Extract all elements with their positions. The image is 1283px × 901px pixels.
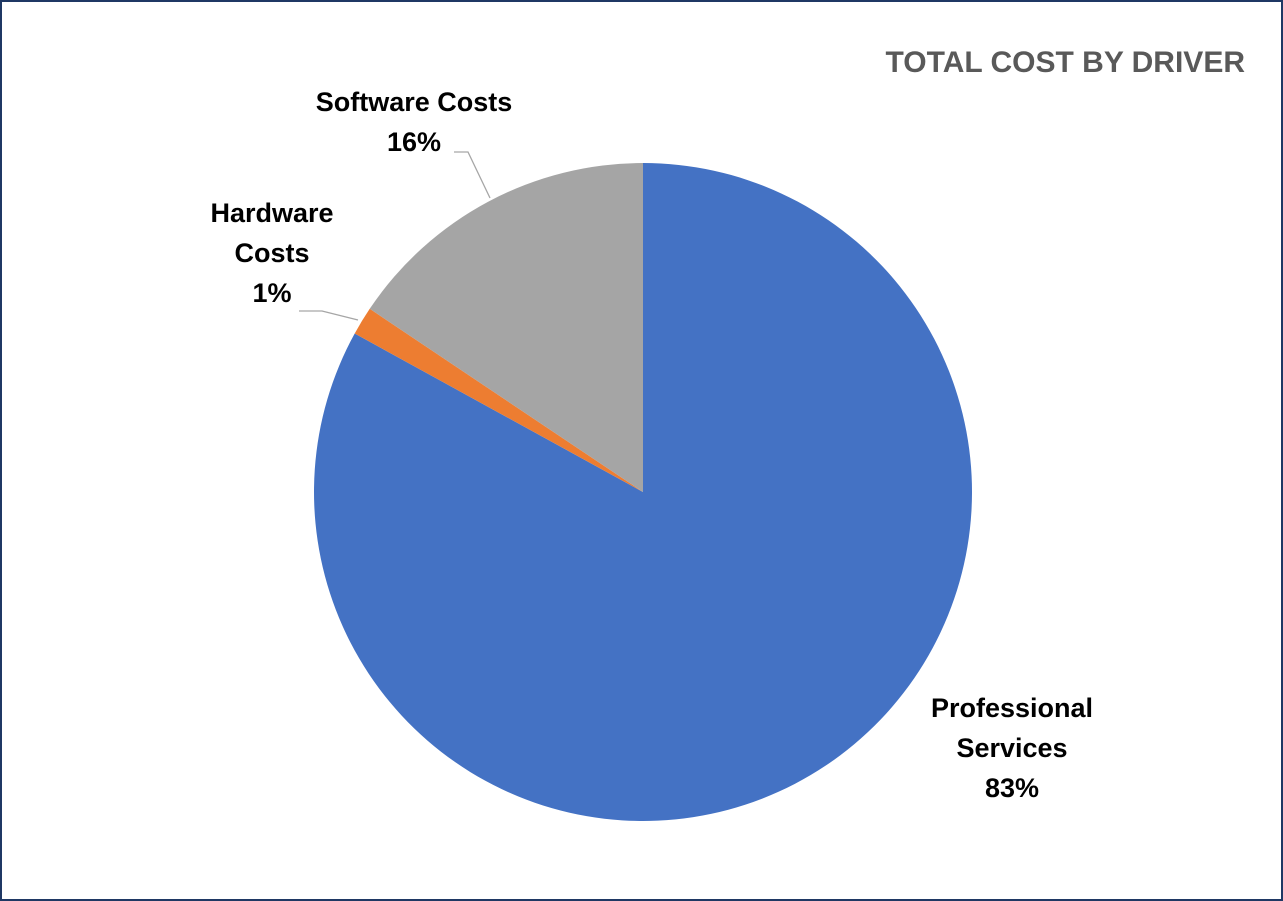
data-label-professional-services: Professional Services 83% [931, 693, 1093, 803]
data-label-hardware-costs-line-3: 1% [252, 278, 291, 308]
data-label-hardware-costs-line-1: Hardware [210, 198, 333, 228]
data-label-professional-services-line-1: Professional [931, 693, 1093, 723]
leader-line-software-costs [454, 151, 491, 199]
pie-slice-software-costs [369, 163, 643, 492]
data-label-software-costs-line-1: Software Costs [316, 87, 513, 117]
data-labels: Professional Services 83% Hardware Costs 1% So… [210, 87, 1093, 803]
data-label-professional-services-line-2: Services [956, 733, 1067, 763]
data-label-hardware-costs-line-2: Costs [234, 238, 309, 268]
pie-slice-hardware-costs [354, 308, 643, 492]
pie-slices [314, 163, 973, 821]
leader-lines [299, 151, 491, 321]
pie-slice-professional-services [314, 163, 973, 821]
chart-title: TOTAL COST BY DRIVER [886, 46, 1246, 79]
leader-line-hardware-costs [299, 310, 359, 321]
data-label-professional-services-line-3: 83% [985, 773, 1039, 803]
data-label-software-costs-line-2: 16% [387, 127, 441, 157]
data-label-hardware-costs: Hardware Costs 1% [210, 198, 333, 308]
data-label-software-costs: Software Costs 16% [316, 87, 513, 157]
